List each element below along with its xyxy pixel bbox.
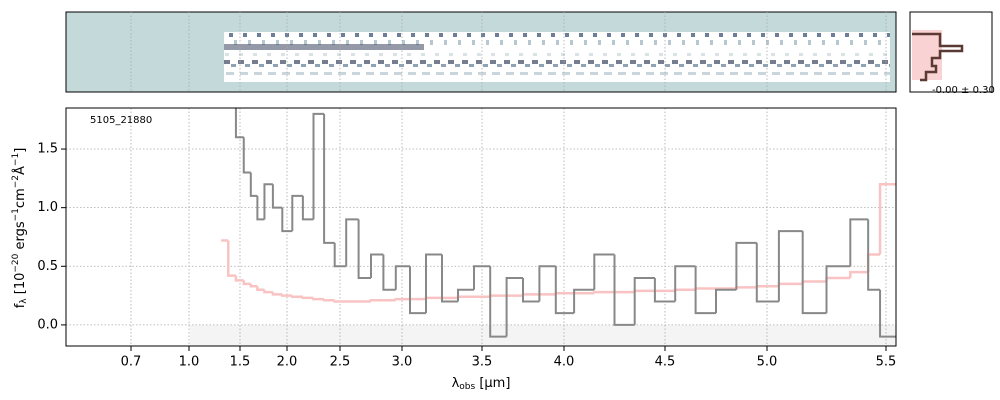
spectrum-step: [323, 113, 335, 244]
spectrum-step: [694, 287, 716, 290]
spectrum-step: [242, 280, 251, 286]
y-tick-label: 0.5: [37, 259, 58, 274]
spectrum-step: [263, 183, 273, 220]
spectrum-step: [694, 266, 716, 315]
spectrum-step: [271, 292, 283, 296]
x-tick-label: 4.0: [554, 355, 575, 370]
spectrum-step: [735, 241, 757, 290]
zero-band: [190, 325, 896, 346]
x-tick-label: 4.5: [655, 355, 676, 370]
spectrum-step: [249, 172, 258, 197]
spectrum-step: [394, 265, 410, 290]
spectrum-step: [554, 291, 575, 295]
x-tick-label: 1.5: [230, 355, 251, 370]
object-label: 5105_21880: [90, 115, 152, 126]
spectrum-step: [593, 253, 615, 290]
spectrum-step: [457, 288, 474, 302]
spectrum-step: [263, 289, 273, 294]
spectrum-step: [234, 108, 244, 139]
spectrum-step: [256, 286, 265, 291]
spectrum-step: [735, 286, 757, 289]
spectrum-step: [291, 295, 303, 299]
x-tick-label: 2.5: [330, 355, 351, 370]
spectrum-step: [801, 231, 827, 315]
spectrum-step: [674, 265, 696, 302]
spectrum-step: [538, 265, 556, 302]
y-tick-label: 0.0: [37, 317, 58, 332]
spectrum-step: [593, 290, 615, 294]
spectrum-step: [370, 253, 384, 278]
y-tick-label: 1.5: [37, 142, 58, 157]
spectrum-step: [312, 297, 325, 301]
spectrum-step: [522, 278, 540, 303]
spectrum-step: [333, 300, 347, 303]
spectrum-step: [653, 278, 676, 303]
spectrum-step: [613, 254, 635, 326]
x-axis-label: λobs [μm]: [452, 376, 511, 392]
profile-panel: -0.00 ± 0.30: [909, 11, 995, 96]
x-tick-label: 1.0: [179, 355, 200, 370]
spectrum-step: [673, 288, 696, 291]
x-tick-label: 3.5: [472, 355, 493, 370]
spectrum-step: [755, 284, 779, 288]
x-tick-label: 0.7: [121, 355, 142, 370]
spectrum-step: [382, 254, 396, 291]
spectrum-step: [242, 137, 251, 174]
spectrum-step: [867, 219, 881, 291]
spectrum-step: [301, 296, 314, 300]
spectrum-step: [879, 289, 896, 338]
spectrum-2d: [65, 11, 897, 93]
spectrum-step: [409, 266, 426, 315]
profile-label: -0.00 ± 0.30: [932, 85, 995, 96]
spectrum-step: [849, 270, 869, 278]
spectrum-step: [715, 288, 737, 314]
x-tick-label: 5.5: [876, 355, 897, 370]
spectrum-step: [271, 184, 283, 209]
spectrum-step: [281, 294, 293, 297]
spectrum-step: [425, 253, 442, 314]
spectrum-step: [473, 265, 491, 290]
spectrum-step: [633, 289, 655, 293]
spectrum-step: [521, 293, 540, 296]
spectrum-step: [345, 218, 359, 267]
spectrum-step: [849, 218, 869, 267]
spectrum-step: [227, 240, 236, 277]
spectrum-step: [357, 219, 371, 279]
x-tick-label: 3.0: [392, 355, 413, 370]
spectrum-step: [489, 266, 507, 338]
spectrum-step: [291, 194, 303, 232]
spectrum-step: [333, 242, 347, 268]
spectrum-step: [281, 207, 293, 233]
spectrum-step: [301, 195, 314, 221]
spectrum-step: [456, 295, 474, 299]
x-tick-label: 5.0: [757, 355, 778, 370]
spectrum-step: [755, 242, 779, 303]
x-tick-label: 2.0: [277, 355, 298, 370]
spectrum-step: [878, 182, 896, 255]
spectrum-step: [825, 265, 851, 314]
spectrum-step: [369, 299, 384, 302]
spectrum-step: [249, 283, 258, 288]
spectrum-step: [424, 296, 442, 300]
spectrum-step: [256, 195, 265, 221]
spectrum-step: [777, 230, 803, 302]
spectrum-step: [488, 294, 507, 297]
plot-area: [65, 107, 897, 347]
spectrum-step: [505, 277, 523, 337]
spectrum-step: [322, 299, 335, 302]
spectrum-step: [394, 297, 410, 301]
spectrum-step: [633, 277, 655, 325]
spectrum-step: [573, 288, 595, 314]
y-axis-label: fλ [10−20 ergs−1cm−2Å−1]: [11, 148, 29, 309]
spectrum-step: [554, 266, 575, 315]
spectrum-step: [234, 275, 244, 282]
spectrum-step: [312, 112, 325, 220]
spectrum-step: [441, 254, 458, 303]
y-tick-label: 1.0: [37, 200, 58, 215]
